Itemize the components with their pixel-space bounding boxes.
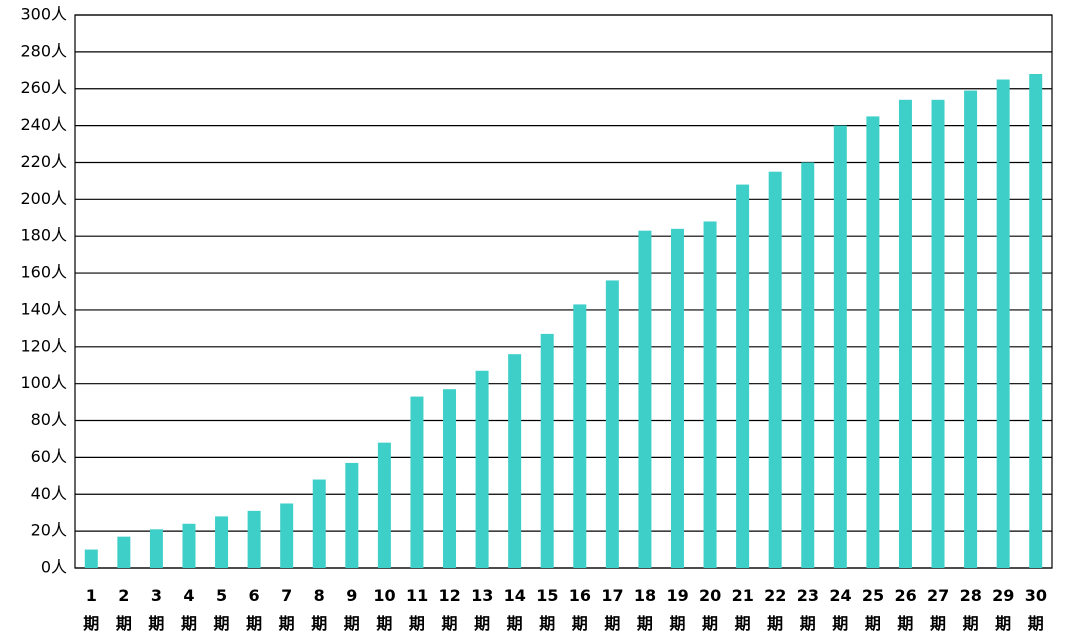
y-tick-label: 200人	[20, 189, 67, 208]
x-tick-label: 3期	[148, 586, 165, 633]
bar	[768, 171, 782, 568]
bar	[280, 503, 294, 568]
x-tick-label: 8期	[311, 586, 328, 633]
x-tick-label: 9期	[343, 586, 360, 633]
x-tick-label: 7期	[278, 586, 295, 633]
x-tick-label: 11期	[405, 586, 429, 633]
y-tick-label: 20人	[31, 521, 67, 540]
x-tick-label: 16期	[568, 586, 592, 633]
bar	[475, 370, 489, 568]
bar	[573, 304, 587, 568]
x-tick-label: 22期	[764, 586, 787, 633]
bar	[410, 396, 424, 568]
x-tick-label: 30期	[1024, 586, 1047, 633]
y-tick-label: 80人	[31, 410, 67, 429]
x-tick-label: 28期	[959, 586, 982, 633]
x-tick-label: 1期	[83, 586, 100, 633]
bar	[117, 536, 131, 568]
x-tick-label: 2期	[115, 586, 132, 633]
bar	[182, 523, 196, 568]
y-tick-label: 60人	[31, 447, 67, 466]
y-tick-label: 300人	[20, 5, 67, 24]
bar	[443, 389, 457, 568]
x-tick-label: 23期	[796, 586, 820, 633]
y-tick-label: 240人	[20, 115, 67, 134]
bar	[833, 125, 847, 568]
x-tick-label: 12期	[438, 586, 461, 633]
x-tick-label: 19期	[666, 586, 689, 633]
bar	[540, 333, 554, 568]
plot-border	[74, 14, 1053, 569]
bar	[508, 354, 522, 568]
bar	[736, 184, 750, 568]
x-tick-label: 20期	[699, 586, 722, 633]
x-tick-label: 6期	[246, 586, 263, 633]
bar	[996, 79, 1010, 569]
bar	[801, 162, 815, 568]
y-tick-label: 220人	[20, 152, 67, 171]
bar	[931, 99, 945, 568]
x-tick-label: 25期	[861, 586, 885, 633]
x-tick-label: 27期	[927, 586, 950, 633]
bar	[703, 221, 717, 568]
x-tick-label: 21期	[731, 586, 754, 633]
x-tick-label: 26期	[894, 586, 917, 633]
bar	[215, 516, 229, 568]
x-tick-label: 4期	[180, 586, 197, 633]
y-tick-label: 120人	[20, 336, 67, 355]
y-tick-label: 280人	[20, 41, 67, 60]
y-tick-label: 260人	[20, 78, 67, 97]
bar	[149, 529, 163, 568]
y-tick-label: 160人	[20, 263, 67, 282]
x-tick-label: 14期	[503, 586, 526, 633]
x-tick-label: 15期	[536, 586, 559, 633]
x-tick-label: 24期	[829, 586, 852, 633]
y-tick-label: 140人	[20, 299, 67, 318]
bar	[345, 462, 359, 568]
x-tick-label: 5期	[213, 586, 230, 633]
bar	[84, 549, 98, 568]
bar	[898, 99, 912, 568]
bar	[247, 510, 261, 568]
x-tick-label: 10期	[373, 586, 396, 633]
y-tick-label: 180人	[20, 226, 67, 245]
bar	[1029, 73, 1043, 568]
bar	[605, 280, 619, 568]
y-tick-label: 100人	[20, 373, 67, 392]
x-tick-label: 13期	[471, 586, 494, 633]
y-tick-label: 0人	[41, 558, 67, 577]
bar	[670, 228, 684, 568]
bar	[312, 479, 326, 568]
x-tick-label: 29期	[992, 586, 1015, 633]
bar	[866, 116, 880, 568]
bar	[638, 230, 652, 569]
x-tick-label: 18期	[633, 586, 657, 633]
bar	[964, 90, 978, 569]
bar	[377, 442, 391, 568]
y-tick-label: 40人	[31, 484, 67, 503]
x-tick-label: 17期	[601, 586, 624, 633]
